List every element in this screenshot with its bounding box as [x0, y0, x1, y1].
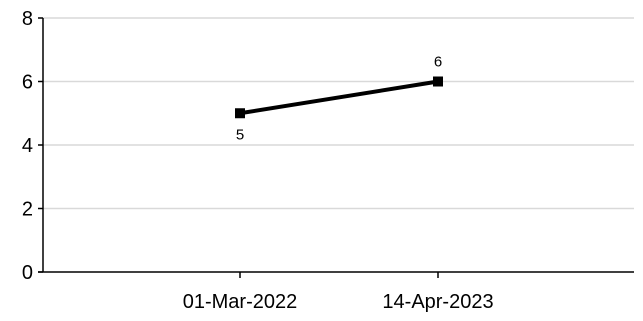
- data-point-0-0: [235, 108, 245, 119]
- y-tick-label-4: 4: [22, 135, 33, 157]
- y-tick-label-6: 6: [22, 72, 33, 94]
- data-point-0-1: [433, 76, 443, 87]
- y-tick-label-8: 8: [22, 8, 33, 30]
- y-tick-label-2: 2: [22, 199, 33, 221]
- y-tick-label-0: 0: [22, 262, 33, 284]
- x-axis-ticks: 01-Mar-2022 14-Apr-2023: [183, 272, 494, 313]
- gridlines: [43, 17, 634, 210]
- data-label-0-0: 5: [236, 126, 244, 143]
- series-line-0: [239, 79, 439, 116]
- y-axis-ticks: 0 2 4 6 8: [22, 8, 43, 284]
- series-layer: 56: [235, 54, 443, 143]
- x-tick-label-1: 14-Apr-2023: [382, 291, 493, 313]
- data-label-0-1: 6: [434, 54, 442, 71]
- x-tick-label-0: 01-Mar-2022: [183, 291, 298, 313]
